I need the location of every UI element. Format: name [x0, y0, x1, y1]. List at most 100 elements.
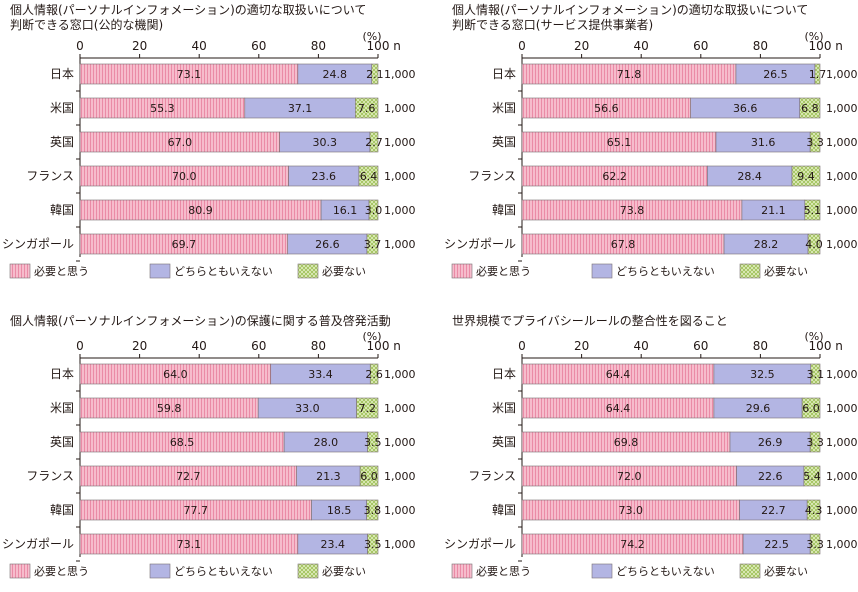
x-tick-label-0: 0 — [518, 339, 526, 353]
data-label-no: 3.7 — [364, 238, 382, 251]
bar-segment-no — [807, 233, 821, 255]
bar-segment-no — [809, 131, 821, 153]
legend-swatch-agree — [451, 263, 473, 279]
data-label-agree: 55.3 — [150, 102, 175, 115]
bar-segment-no — [367, 431, 379, 453]
n-value: 1,000 — [826, 504, 858, 517]
data-label-agree: 74.2 — [620, 538, 645, 551]
legend-swatch-neutral — [591, 563, 613, 579]
data-label-no: 4.3 — [805, 504, 823, 517]
chart-panel-2: 個人情報(パーソナルインフォメーション)の適切な取扱いについて判断できる窓口(サ… — [444, 2, 858, 279]
unit-label: (%) — [362, 30, 381, 43]
legend-label-no: 必要ない — [764, 565, 808, 578]
legend-label-neutral: どちらともいえない — [616, 265, 715, 278]
category-label: 日本 — [50, 367, 74, 381]
legend-label-no: 必要ない — [764, 265, 808, 278]
legend-swatch-neutral — [591, 263, 613, 279]
chart-title-line: 世界規模でプライバシールールの整合性を図ること — [452, 313, 728, 328]
data-label-neutral: 26.6 — [315, 238, 340, 251]
category-label: 韓国 — [50, 503, 74, 517]
category-label: 日本 — [492, 67, 516, 81]
data-label-agree: 73.0 — [619, 504, 644, 517]
data-label-neutral: 18.5 — [327, 504, 352, 517]
bar-segment-no — [799, 97, 821, 119]
data-label-no: 3.3 — [806, 436, 824, 449]
data-label-agree: 69.7 — [172, 238, 197, 251]
bar-segment-no — [809, 431, 821, 453]
category-label: 日本 — [50, 67, 74, 81]
data-label-neutral: 33.4 — [308, 368, 333, 381]
data-label-neutral: 22.5 — [764, 538, 789, 551]
category-label: 韓国 — [492, 503, 516, 517]
data-label-neutral: 16.1 — [333, 204, 358, 217]
data-label-agree: 56.6 — [594, 102, 619, 115]
data-label-neutral: 33.0 — [295, 402, 320, 415]
unit-label: (%) — [804, 30, 823, 43]
bar-segment-no — [366, 233, 379, 255]
data-label-agree: 59.8 — [157, 402, 182, 415]
legend-swatch-neutral — [149, 263, 171, 279]
data-label-no: 6.4 — [360, 170, 378, 183]
bar-segment-no — [369, 363, 379, 385]
x-tick-label-40: 40 — [192, 339, 207, 353]
category-label: フランス — [26, 169, 74, 183]
data-label-neutral: 32.5 — [750, 368, 775, 381]
x-tick-label-100: 100 — [809, 339, 832, 353]
category-label: 米国 — [50, 401, 74, 415]
legend-label-neutral: どちらともいえない — [616, 565, 715, 578]
n-value: 1,000 — [384, 170, 416, 183]
data-label-no: 2.6 — [365, 368, 383, 381]
n-value: 1,000 — [826, 436, 858, 449]
legend-label-agree: 必要と思う — [34, 265, 89, 278]
data-label-neutral: 21.3 — [316, 470, 341, 483]
data-label-no: 3.5 — [364, 538, 382, 551]
data-label-agree: 67.0 — [168, 136, 193, 149]
chart-panel-1: 個人情報(パーソナルインフォメーション)の適切な取扱いについて判断できる窓口(公… — [2, 2, 416, 279]
n-value: 1,000 — [826, 238, 858, 251]
bar-segment-no — [809, 533, 821, 555]
x-tick-label-80: 80 — [753, 339, 768, 353]
bar-segment-no — [368, 199, 379, 221]
data-label-no: 6.0 — [360, 470, 378, 483]
x-tick-label-80: 80 — [753, 39, 768, 53]
bar-segment-no — [803, 465, 821, 487]
category-label: 英国 — [492, 435, 516, 449]
n-value: 1,000 — [384, 136, 416, 149]
x-tick-label-0: 0 — [76, 39, 84, 53]
bar-segment-no — [356, 397, 379, 419]
x-tick-label-60: 60 — [693, 339, 708, 353]
n-value: 1,000 — [384, 470, 416, 483]
category-label: 韓国 — [492, 203, 516, 217]
category-label: 英国 — [50, 435, 74, 449]
data-label-neutral: 31.6 — [751, 136, 776, 149]
category-label: 米国 — [50, 101, 74, 115]
n-value: 1,000 — [384, 368, 416, 381]
n-value: 1,000 — [826, 68, 858, 81]
category-label: フランス — [26, 469, 74, 483]
data-label-no: 3.3 — [806, 136, 824, 149]
data-label-no: 2.7 — [365, 136, 383, 149]
data-label-agree: 72.0 — [617, 470, 642, 483]
x-tick-label-60: 60 — [251, 339, 266, 353]
data-label-agree: 71.8 — [617, 68, 642, 81]
legend-label-no: 必要ない — [322, 565, 366, 578]
category-label: 英国 — [492, 135, 516, 149]
data-label-agree: 73.1 — [177, 538, 202, 551]
n-header: n — [393, 39, 401, 53]
data-label-no: 4.0 — [805, 238, 823, 251]
bar-segment-no — [369, 131, 379, 153]
legend-swatch-agree — [9, 263, 31, 279]
unit-label: (%) — [362, 330, 381, 343]
n-value: 1,000 — [826, 136, 858, 149]
data-label-agree: 64.4 — [606, 368, 631, 381]
n-value: 1,000 — [384, 436, 416, 449]
data-label-no: 3.8 — [364, 504, 382, 517]
n-value: 1,000 — [826, 538, 858, 551]
legend-label-no: 必要ない — [322, 265, 366, 278]
category-label: フランス — [468, 169, 516, 183]
n-value: 1,000 — [384, 402, 416, 415]
chart-title-line: 個人情報(パーソナルインフォメーション)の適切な取扱いについて — [10, 2, 366, 17]
category-label: 日本 — [492, 367, 516, 381]
bar-segment-no — [355, 97, 379, 119]
